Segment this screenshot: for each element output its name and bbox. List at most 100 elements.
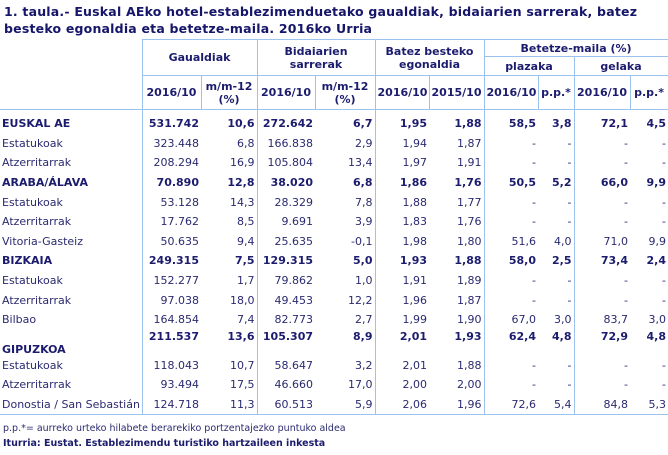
cell: 72,9 bbox=[573, 329, 631, 356]
table-row: BIZKAIA 249.315 7,5 129.315 5,0 1,93 1,88 58,0 2… bbox=[0, 251, 668, 271]
header-plazaka: plazaka bbox=[483, 56, 575, 76]
cell: 1,97 bbox=[374, 153, 430, 173]
cell: 53.128 bbox=[141, 192, 201, 212]
cell: 9,9 bbox=[648, 234, 667, 248]
cell: 1,86 bbox=[374, 172, 430, 193]
cell: 79.862 bbox=[256, 270, 316, 291]
subheader: m/m-12 (%) bbox=[314, 75, 376, 110]
table-row: Bilbao 164.854 7,4 82.773 2,7 1,99 1,90 67,0 3,0… bbox=[0, 309, 668, 330]
cell: 13,4 bbox=[348, 156, 373, 170]
cell: - bbox=[567, 195, 572, 209]
cell: - bbox=[567, 156, 572, 170]
cell: 1,88 bbox=[457, 358, 482, 372]
table-row: Atzerritarrak 208.294 16,9 105.804 13,4 1,97 1… bbox=[0, 153, 668, 173]
cell: 1,95 bbox=[374, 109, 430, 134]
cell: 66,0 bbox=[573, 172, 631, 193]
cell: 62,4 bbox=[483, 329, 539, 356]
cell: 58,0 bbox=[483, 251, 539, 271]
cell: - bbox=[573, 355, 631, 376]
cell: - bbox=[573, 192, 631, 212]
cell: 4,0 bbox=[554, 234, 572, 248]
cell: 2,5 bbox=[552, 254, 572, 268]
cell: 58.647 bbox=[256, 355, 316, 376]
row-label: Estatukoak bbox=[2, 195, 63, 209]
cell: - bbox=[483, 153, 539, 173]
cell: 1,94 bbox=[374, 133, 430, 154]
cell: 2,7 bbox=[355, 313, 373, 327]
cell: - bbox=[483, 192, 539, 212]
subheader: 2015/10 bbox=[428, 75, 485, 110]
subheader: 2016/10 bbox=[573, 75, 631, 110]
cell: - bbox=[567, 215, 572, 229]
cell: 72,6 bbox=[483, 394, 539, 416]
cell: 2,00 bbox=[457, 378, 482, 392]
cell: 1,87 bbox=[457, 136, 482, 150]
row-label: Estatukoak bbox=[2, 136, 63, 150]
cell: 1,88 bbox=[454, 117, 482, 131]
table-title: 1. taula.- Euskal AEko hotel-establezime… bbox=[4, 4, 638, 36]
cell: 17,0 bbox=[348, 378, 373, 392]
cell: - bbox=[662, 274, 667, 288]
cell: 2,06 bbox=[374, 394, 430, 416]
cell: - bbox=[573, 133, 631, 154]
cell: 124.718 bbox=[141, 394, 201, 416]
cell: - bbox=[662, 195, 667, 209]
header-gelaka: gelaka bbox=[573, 56, 668, 76]
cell: 4,5 bbox=[646, 117, 667, 131]
cell: 1,76 bbox=[454, 176, 482, 190]
cell: - bbox=[483, 270, 539, 291]
cell: 8,9 bbox=[353, 329, 373, 343]
cell: 97.038 bbox=[141, 290, 201, 310]
cell: 4,8 bbox=[646, 329, 667, 343]
header-betetze: Betetze-maila (%) bbox=[483, 39, 668, 57]
table-row: Atzerritarrak 97.038 18,0 49.453 12,2 1,96 1,8… bbox=[0, 290, 668, 310]
cell: 1,83 bbox=[374, 211, 430, 232]
cell: - bbox=[567, 358, 572, 372]
subheader: 2016/10 bbox=[483, 75, 539, 110]
cell: 1,88 bbox=[454, 254, 482, 268]
cell: 118.043 bbox=[141, 355, 201, 376]
cell: 12,2 bbox=[348, 293, 373, 307]
data-table: Gaualdiak Bidaiarien sarrerak Batez best… bbox=[0, 39, 668, 416]
cell: 93.494 bbox=[141, 375, 201, 395]
row-label: GIPUZKOA bbox=[2, 342, 66, 356]
cell: 1,96 bbox=[429, 394, 485, 416]
cell: 50,5 bbox=[483, 172, 539, 193]
cell: 164.854 bbox=[141, 309, 201, 330]
cell: - bbox=[567, 293, 572, 307]
cell: 5,3 bbox=[630, 394, 668, 416]
cell: - bbox=[573, 290, 631, 310]
table-row: Estatukoak 323.448 6,8 166.838 2,9 1,94 1,87- -… bbox=[0, 133, 668, 154]
row-label: Bilbao bbox=[2, 313, 37, 327]
cell: 7,5 bbox=[235, 254, 255, 268]
cell: 28.329 bbox=[256, 192, 316, 212]
cell: - bbox=[662, 136, 667, 150]
subheader: 2016/10 bbox=[374, 75, 430, 110]
cell: 2,9 bbox=[355, 136, 373, 150]
row-label: EUSKAL AE bbox=[2, 117, 71, 131]
cell: 46.660 bbox=[256, 375, 316, 395]
corner bbox=[0, 39, 143, 110]
cell: 4,8 bbox=[552, 329, 572, 343]
table-row: Estatukoak 118.043 10,7 58.647 3,2 2,01 1,88- -… bbox=[0, 355, 668, 376]
cell: 1,80 bbox=[457, 234, 482, 248]
cell: 25.635 bbox=[256, 231, 316, 252]
cell: - bbox=[573, 153, 631, 173]
cell: - bbox=[573, 211, 631, 232]
cell: 70.890 bbox=[141, 172, 201, 193]
cell: 3,0 bbox=[648, 313, 667, 327]
cell: 8,5 bbox=[237, 215, 255, 229]
cell: 16,9 bbox=[230, 156, 255, 170]
cell: 38.020 bbox=[256, 172, 316, 193]
cell: 1,91 bbox=[457, 156, 482, 170]
row-label: Atzerritarrak bbox=[2, 156, 72, 170]
cell: 531.742 bbox=[141, 109, 201, 134]
cell: - bbox=[483, 133, 539, 154]
cell: 14,3 bbox=[230, 195, 255, 209]
cell: 6,7 bbox=[353, 117, 373, 131]
cell: 1,88 bbox=[374, 192, 430, 212]
cell: 1,96 bbox=[374, 290, 430, 310]
cell: - bbox=[567, 136, 572, 150]
cell: 1,76 bbox=[457, 215, 482, 229]
cell: 5,4 bbox=[538, 394, 575, 416]
